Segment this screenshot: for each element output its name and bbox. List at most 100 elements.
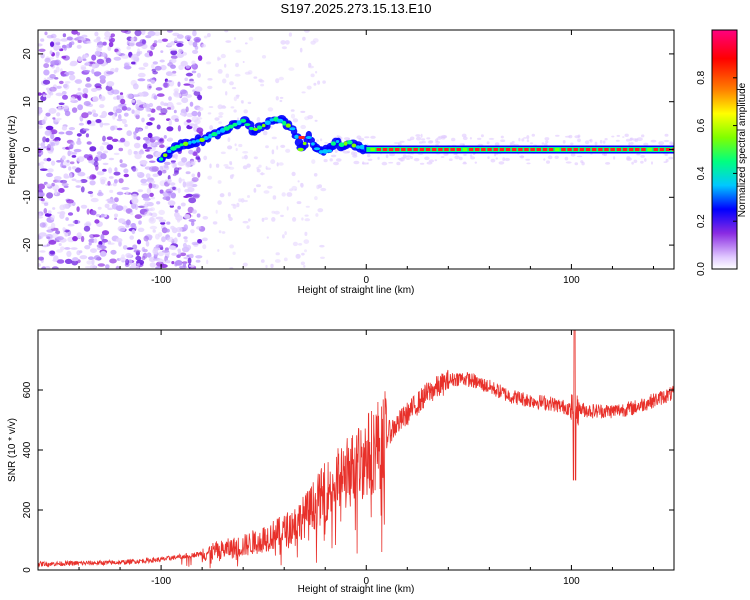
- noise-blob: [133, 249, 141, 253]
- noise-blob: [183, 256, 190, 260]
- noise-blob: [83, 40, 87, 44]
- noise-blob: [253, 76, 258, 79]
- noise-blob: [275, 252, 280, 256]
- noise-blob: [170, 58, 177, 64]
- noise-blob: [90, 248, 97, 254]
- noise-blob: [119, 163, 128, 168]
- halo-blob: [323, 159, 328, 163]
- noise-blob: [56, 160, 62, 163]
- noise-blob: [195, 38, 201, 43]
- noise-blob: [52, 117, 56, 120]
- noise-blob: [49, 50, 53, 55]
- noise-blob: [207, 85, 213, 90]
- halo-blob: [624, 133, 629, 137]
- noise-blob: [256, 117, 261, 122]
- noise-blob: [50, 60, 58, 66]
- noise-blob: [82, 58, 87, 62]
- noise-blob: [158, 112, 167, 116]
- noise-blob: [50, 142, 56, 147]
- noise-blob: [197, 157, 201, 163]
- ridge-core-segment: [518, 148, 523, 151]
- noise-blob: [195, 255, 203, 259]
- noise-blob: [136, 263, 141, 266]
- noise-blob: [134, 214, 143, 220]
- noise-blob: [116, 191, 124, 196]
- noise-blob: [300, 261, 305, 266]
- noise-blob: [110, 33, 116, 38]
- noise-blob: [160, 108, 168, 115]
- spectrogram-xlabel: Height of straight line (km): [298, 285, 415, 296]
- noise-blob: [177, 125, 181, 132]
- noise-blob: [80, 38, 86, 41]
- halo-blob: [477, 137, 482, 140]
- noise-blob: [263, 190, 270, 194]
- noise-blob: [85, 40, 92, 44]
- halo-blob: [500, 135, 504, 139]
- noise-blob: [196, 72, 201, 78]
- noise-blob: [80, 179, 88, 183]
- noise-blob: [61, 183, 69, 187]
- halo-blob: [333, 161, 339, 166]
- noise-blob: [64, 233, 69, 237]
- noise-blob: [148, 166, 157, 172]
- halo-blob: [544, 137, 550, 141]
- noise-blob: [133, 133, 137, 140]
- ridge-blob-inner: [256, 125, 263, 130]
- noise-blob: [253, 156, 258, 160]
- noise-blob: [92, 96, 99, 102]
- noise-blob: [64, 81, 71, 84]
- noise-blob: [196, 226, 202, 230]
- noise-blob: [189, 123, 196, 127]
- noise-blob: [165, 260, 171, 264]
- noise-blob: [217, 180, 222, 184]
- noise-blob: [123, 65, 132, 70]
- noise-blob: [132, 244, 138, 250]
- noise-blob: [81, 34, 88, 38]
- halo-blob: [565, 161, 572, 164]
- noise-blob: [220, 151, 226, 155]
- ridge-blob-inner: [167, 149, 172, 153]
- noise-blob: [92, 63, 96, 70]
- noise-blob: [280, 40, 286, 45]
- noise-blob: [186, 119, 192, 123]
- noise-blob: [182, 181, 187, 188]
- noise-blob: [77, 104, 83, 111]
- noise-blob: [93, 71, 102, 76]
- halo-blob: [434, 159, 438, 162]
- noise-blob: [243, 109, 248, 114]
- noise-blob: [100, 234, 105, 241]
- noise-blob: [121, 106, 128, 111]
- noise-blob: [48, 107, 57, 114]
- ridge-core-segment: [370, 148, 375, 151]
- noise-blob: [42, 136, 47, 143]
- noise-blob: [102, 41, 107, 46]
- noise-blob: [93, 238, 98, 244]
- noise-blob: [72, 257, 79, 262]
- noise-blob: [95, 119, 102, 123]
- noise-blob: [70, 247, 78, 250]
- noise-blob: [274, 259, 281, 263]
- noise-blob: [208, 106, 214, 108]
- noise-blob: [137, 227, 145, 232]
- noise-blob: [123, 112, 129, 117]
- noise-blob: [49, 91, 54, 96]
- noise-blob: [47, 168, 54, 173]
- noise-blob: [102, 150, 109, 154]
- noise-blob: [294, 188, 297, 191]
- noise-blob: [225, 91, 228, 96]
- noise-blob: [43, 202, 49, 206]
- halo-blob: [602, 140, 606, 144]
- halo-blob: [347, 150, 350, 154]
- noise-blob: [207, 33, 211, 38]
- halo-blob: [523, 137, 527, 139]
- noise-blob: [221, 231, 226, 234]
- colorbar: 0.0 0.2 0.4 0.6 0.8 Normalized spectral ampl…: [696, 29, 748, 276]
- noise-blob: [69, 62, 77, 67]
- noise-blob: [56, 259, 65, 264]
- halo-blob: [416, 136, 422, 141]
- noise-blob: [150, 142, 155, 147]
- noise-blob: [131, 229, 136, 235]
- noise-blob: [305, 205, 310, 208]
- noise-blob: [224, 30, 229, 33]
- noise-blob: [90, 197, 99, 203]
